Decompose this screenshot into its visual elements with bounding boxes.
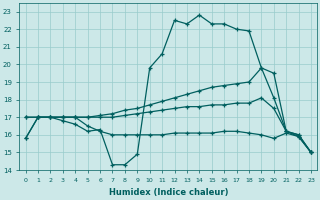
X-axis label: Humidex (Indice chaleur): Humidex (Indice chaleur)	[108, 188, 228, 197]
